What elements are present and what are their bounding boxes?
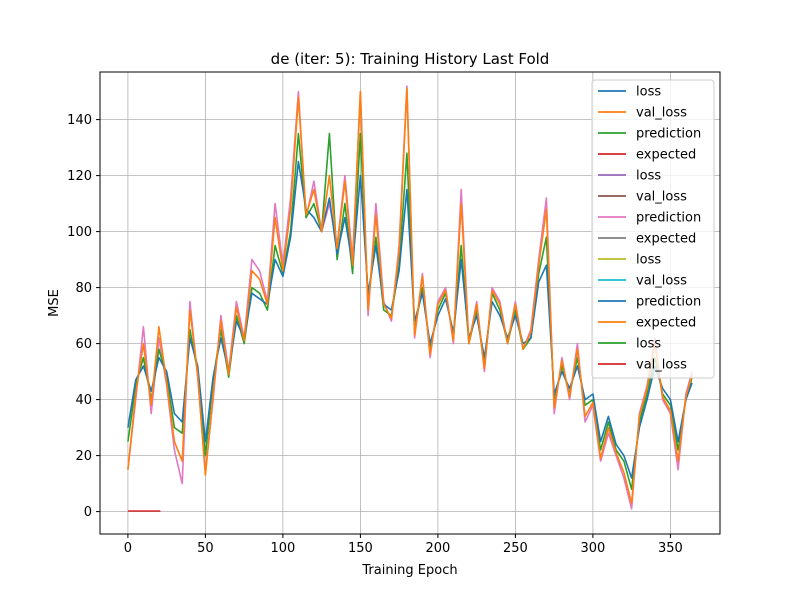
y-tick-label: 20 [75, 449, 92, 464]
x-tick-label: 50 [197, 541, 214, 556]
x-tick-label: 100 [270, 541, 295, 556]
y-tick-label: 120 [67, 169, 92, 184]
legend-label: loss [636, 337, 661, 352]
legend-label: prediction [636, 211, 701, 226]
legend-label: prediction [636, 127, 701, 142]
x-tick-label: 200 [425, 541, 450, 556]
y-tick-label: 40 [75, 393, 92, 408]
x-tick-label: 150 [348, 541, 373, 556]
y-tick-label: 100 [67, 225, 92, 240]
legend-label: val_loss [636, 274, 687, 289]
x-axis-label: Training Epoch [361, 563, 457, 578]
y-tick-label: 80 [75, 281, 92, 296]
series-line-3 [127, 88, 693, 504]
legend-box [591, 79, 715, 379]
y-tick-label: 140 [67, 113, 92, 128]
legend-label: val_loss [636, 190, 687, 205]
legend-label: expected [636, 148, 696, 163]
x-tick-label: 0 [124, 541, 132, 556]
series-line-1 [127, 132, 693, 490]
legend: loss val_loss prediction expected loss val_lo… [591, 79, 715, 379]
chart-title: de (iter: 5): Training History Last Fold [271, 50, 550, 68]
legend-label: loss [636, 85, 661, 100]
plot-series [127, 85, 693, 512]
legend-label: expected [636, 232, 696, 247]
y-tick-label: 60 [75, 337, 92, 352]
y-axis-label: MSE [47, 289, 62, 317]
x-tick-label: 300 [580, 541, 605, 556]
y-axis: 0 20 40 60 80 100 120 140 [67, 113, 100, 520]
series-line-2 [127, 160, 693, 479]
legend-label: loss [636, 169, 661, 184]
y-tick-label: 0 [84, 505, 92, 520]
plot-area-frame [99, 71, 721, 535]
x-axis: 0 50 100 150 200 250 300 350 [124, 534, 683, 556]
legend-label: prediction [636, 295, 701, 310]
x-tick-label: 250 [503, 541, 528, 556]
legend-label: val_loss [636, 106, 687, 121]
legend-label: loss [636, 253, 661, 268]
legend-label: val_loss [636, 358, 687, 373]
x-tick-label: 350 [658, 541, 683, 556]
legend-label: expected [636, 316, 696, 331]
